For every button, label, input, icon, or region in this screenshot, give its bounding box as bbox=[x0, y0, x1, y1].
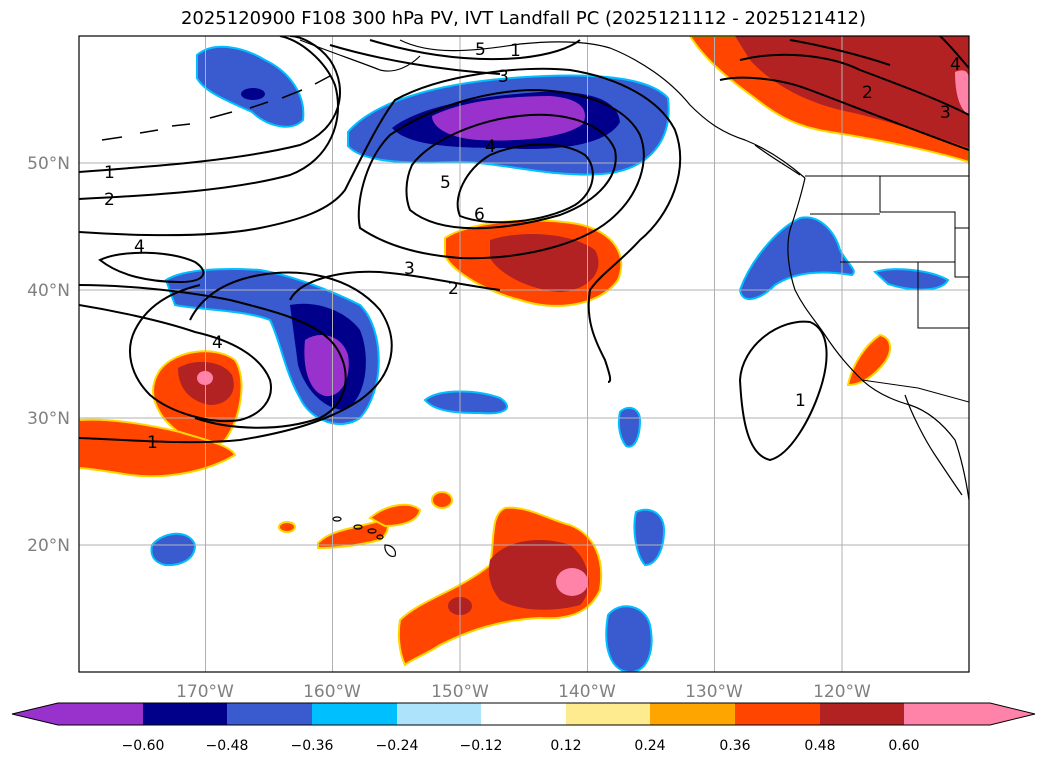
longitude-labels: 170°W 160°W 150°W 140°W 130°W 120°W bbox=[176, 682, 871, 702]
contour-label: 5 bbox=[475, 40, 486, 60]
contour-label: 4 bbox=[134, 237, 145, 257]
contour-label: 3 bbox=[498, 67, 509, 87]
neg-blob-small-c bbox=[633, 508, 666, 567]
colorbar-tick-label: 0.12 bbox=[550, 738, 581, 754]
anomaly-shading bbox=[79, 36, 969, 672]
colorbar-segment bbox=[12, 703, 143, 725]
hawaii-islands bbox=[332, 516, 397, 557]
colorbar-tick-label: −0.12 bbox=[460, 738, 503, 754]
colorbar-tick-label: −0.60 bbox=[122, 738, 165, 754]
latitude-labels: 50°N 40°N 30°N 20°N bbox=[27, 154, 70, 556]
colorbar-tick-label: 0.36 bbox=[719, 738, 750, 754]
colorbar-tick-label: 0.60 bbox=[888, 738, 919, 754]
colorbar-tick-label: 0.24 bbox=[634, 738, 665, 754]
contour-labels: 1 2 3 4 5 6 1 2 3 4 5 1 2 3 4 4 1 bbox=[104, 40, 961, 453]
lon-label: 130°W bbox=[685, 682, 743, 702]
pos-blob-california bbox=[846, 333, 891, 387]
colorbar-segments bbox=[12, 703, 1035, 725]
colorbar-segment bbox=[650, 703, 735, 725]
colorbar-tick-label: −0.24 bbox=[376, 738, 419, 754]
contour-label: 2 bbox=[104, 190, 115, 210]
neg-blob-small-b bbox=[617, 406, 642, 448]
colorbar-tick-label: −0.36 bbox=[291, 738, 334, 754]
contour-label: 1 bbox=[795, 391, 806, 411]
lat-label: 20°N bbox=[27, 536, 70, 556]
lat-label: 30°N bbox=[27, 409, 70, 429]
lon-label: 160°W bbox=[303, 682, 361, 702]
neg-blob-small-a bbox=[423, 390, 508, 415]
colorbar-segment bbox=[227, 703, 312, 725]
contour-label: 6 bbox=[474, 205, 485, 225]
colorbar-outline bbox=[11, 702, 1036, 726]
neg-blob-small-d bbox=[150, 532, 197, 567]
lat-label: 50°N bbox=[27, 154, 70, 174]
lon-label: 140°W bbox=[558, 682, 616, 702]
contour-label: 2 bbox=[448, 279, 459, 299]
neg-blob-aleutian bbox=[196, 45, 305, 128]
contour-label: 1 bbox=[104, 163, 115, 183]
neg-blob-inland bbox=[873, 268, 950, 291]
colorbar-segment bbox=[481, 703, 566, 725]
pv-contours bbox=[79, 36, 969, 462]
neg-blob-coast bbox=[738, 216, 855, 300]
contour-label: 2 bbox=[862, 83, 873, 103]
colorbar-tick-label: −0.48 bbox=[206, 738, 249, 754]
contour-label: 3 bbox=[404, 259, 415, 279]
map-panel: 1 2 3 4 5 6 1 2 3 4 5 1 2 3 4 4 1 bbox=[79, 36, 969, 672]
graticule bbox=[79, 36, 969, 672]
lon-label: 120°W bbox=[813, 682, 871, 702]
contour-label: 3 bbox=[940, 103, 951, 123]
contour-label: 5 bbox=[440, 173, 451, 193]
colorbar-segment bbox=[735, 703, 820, 725]
colorbar-segment bbox=[820, 703, 904, 725]
neg-blob-south bbox=[605, 605, 653, 672]
colorbar-segment bbox=[143, 703, 227, 725]
contour-label: 1 bbox=[147, 433, 158, 453]
colorbar: −0.60 −0.48 −0.36 −0.24 −0.12 0.12 0.24 … bbox=[11, 702, 1036, 754]
contour-label: 4 bbox=[212, 333, 223, 353]
colorbar-tick-labels: −0.60 −0.48 −0.36 −0.24 −0.12 0.12 0.24 … bbox=[122, 738, 920, 754]
lon-label: 170°W bbox=[176, 682, 234, 702]
political-borders bbox=[805, 175, 969, 403]
lat-label: 40°N bbox=[27, 281, 70, 301]
contour-label: 4 bbox=[485, 137, 496, 157]
contour-label: 4 bbox=[950, 55, 961, 75]
figure-title: 2025120900 F108 300 hPa PV, IVT Landfall… bbox=[180, 8, 867, 29]
contour-label: 1 bbox=[510, 41, 521, 61]
colorbar-tick-label: 0.48 bbox=[804, 738, 835, 754]
map-frame bbox=[78, 35, 970, 673]
coastlines bbox=[101, 39, 969, 501]
colorbar-segment bbox=[397, 703, 481, 725]
colorbar-segment bbox=[566, 703, 650, 725]
lon-label: 150°W bbox=[431, 682, 489, 702]
colorbar-segment bbox=[904, 703, 1035, 725]
colorbar-segment bbox=[312, 703, 397, 725]
